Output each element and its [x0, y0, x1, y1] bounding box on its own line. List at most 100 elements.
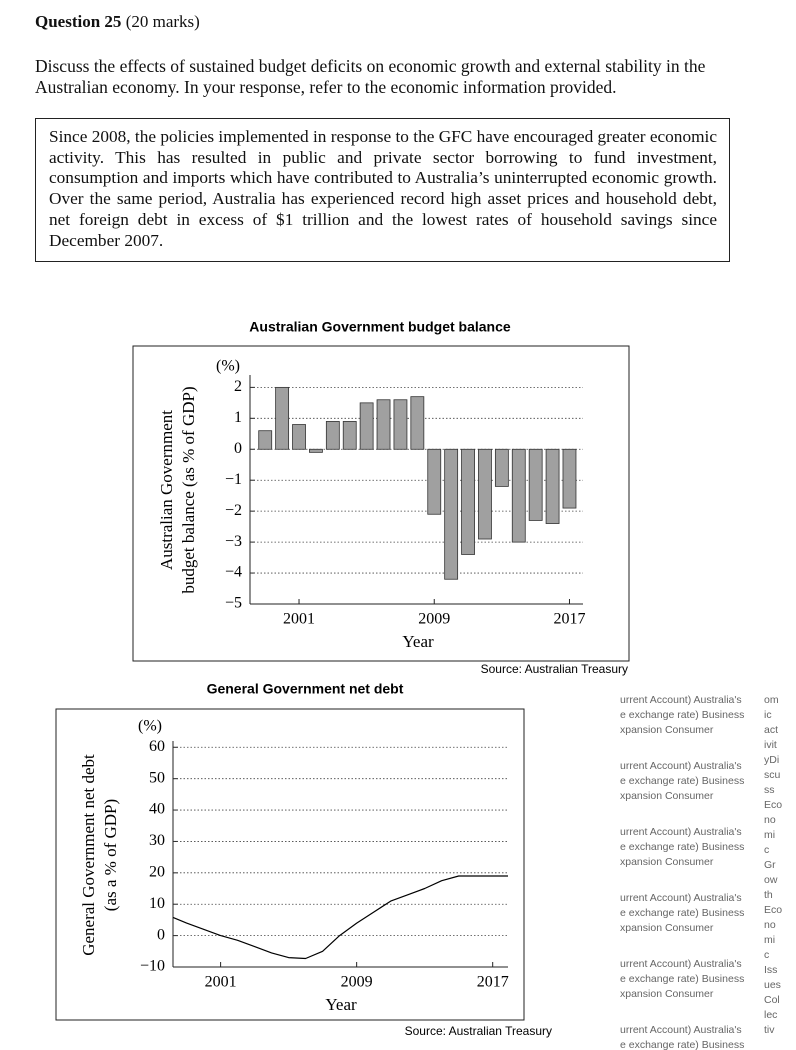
sidebar-column-text: mi [764, 934, 775, 946]
sidebar-column-text: ow [764, 874, 778, 886]
sidebar-column-text: tiv [764, 1024, 775, 1036]
y-tick-label: 10 [149, 895, 165, 912]
sidebar-text: e exchange rate) Business [620, 709, 744, 721]
x-tick-label: 2017 [553, 611, 585, 628]
y-tick-label: −3 [225, 533, 242, 550]
sidebar-text: e exchange rate) Business [620, 841, 744, 853]
bar [545, 448, 560, 524]
sidebar-column-text: Eco [764, 799, 782, 811]
bar [427, 448, 442, 515]
y-tick-label: 0 [157, 926, 165, 943]
y-tick-label: −2 [225, 502, 242, 519]
y-axis-title: Australian Government [157, 410, 176, 570]
sidebar-text: xpansion Consumer [620, 856, 714, 868]
sidebar-column-text: scu [764, 769, 781, 781]
chart-frame [132, 345, 630, 662]
sidebar-column-text: th [764, 889, 773, 901]
chart-title: Australian Government budget balance [249, 319, 511, 335]
sidebar-text: xpansion Consumer [620, 790, 714, 802]
sidebar-text: urrent Account) Australia's [620, 1024, 742, 1036]
x-tick-label: 2017 [477, 974, 509, 991]
sidebar-text: urrent Account) Australia's [620, 958, 742, 970]
sidebar-column-text: ss [764, 784, 775, 796]
y-tick-label: −10 [140, 958, 165, 975]
sidebar-text: urrent Account) Australia's [620, 760, 742, 772]
sidebar-text: e exchange rate) Business [620, 907, 744, 919]
y-tick-label: 1 [234, 409, 242, 426]
sidebar-column-text: ic [764, 709, 772, 721]
y-tick-label: 30 [149, 832, 165, 849]
sidebar-column-text: ues [764, 979, 781, 991]
y-tick-label: 60 [149, 738, 165, 755]
x-tick-label: 2001 [205, 974, 237, 991]
sidebar-column-text: Iss [764, 964, 777, 976]
source: Source: Australian Treasury [405, 1024, 552, 1038]
bar [511, 448, 526, 543]
sidebar-text: e exchange rate) Business [620, 775, 744, 787]
y-tick-label: −5 [225, 595, 242, 612]
x-tick-label: 2001 [283, 611, 315, 628]
bar [494, 448, 509, 487]
sidebar-text: xpansion Consumer [620, 988, 714, 1000]
bar [410, 396, 425, 450]
sidebar-text: urrent Account) Australia's [620, 892, 742, 904]
sidebar-text: urrent Account) Australia's [620, 826, 742, 838]
sidebar-column-text: Col [764, 994, 780, 1006]
bar [309, 448, 323, 453]
y-tick-label: 0 [234, 440, 242, 457]
bar [461, 448, 475, 555]
sidebar-column-text: c [764, 844, 769, 856]
y-unit: (%) [138, 718, 162, 735]
question-marks: (20 marks) [125, 12, 200, 31]
bar [528, 448, 543, 521]
sidebar-text: xpansion Consumer [620, 724, 714, 736]
y-tick-label: 40 [149, 801, 165, 818]
y-tick-label: −1 [225, 471, 242, 488]
y-tick-label: −4 [225, 564, 242, 581]
y-axis-title: budget balance (as % of GDP) [179, 386, 198, 593]
bar [478, 448, 492, 540]
bar [376, 399, 391, 450]
sidebar-text: e exchange rate) Business [620, 973, 744, 985]
y-tick-label: 2 [234, 378, 242, 395]
bar [562, 448, 577, 509]
y-axis-title: General Government net debt [79, 754, 98, 956]
y-tick-label: 20 [149, 864, 165, 881]
sidebar-column-text: c [764, 949, 769, 961]
sidebar-column-text: act [764, 724, 778, 736]
x-axis-title: Year [325, 995, 357, 1014]
bar [393, 399, 408, 450]
sidebar-text: urrent Account) Australia's [620, 694, 742, 706]
source: Source: Australian Treasury [481, 662, 628, 676]
bar [275, 386, 290, 450]
sidebar-text: xpansion Consumer [620, 922, 714, 934]
sidebar-column-text: no [764, 814, 776, 826]
sidebar-text: e exchange rate) Business [620, 1039, 744, 1050]
sidebar-column-text: ivit [764, 739, 777, 751]
stimulus-box: Since 2008, the policies implemented in … [35, 118, 730, 263]
sidebar-column-text: lec [764, 1009, 777, 1021]
y-tick-label: 50 [149, 769, 165, 786]
bar [258, 430, 273, 450]
bar [325, 421, 340, 450]
bar [359, 402, 374, 450]
y-axis-title: (as a % of GDP) [101, 799, 120, 911]
chart-title: General Government net debt [207, 681, 404, 697]
bar [342, 421, 357, 450]
line [172, 875, 508, 960]
question-header: Question 25 (20 marks) [35, 12, 200, 32]
sidebar-column-text: no [764, 919, 776, 931]
sidebar-column-text: Gr [764, 859, 776, 871]
bar [444, 448, 459, 580]
question-number: Question 25 [35, 12, 122, 31]
sidebar-column-text: mi [764, 829, 775, 841]
chart-frame [55, 708, 525, 1021]
sidebar-column-text: Eco [764, 904, 782, 916]
x-axis-title: Year [402, 632, 434, 651]
bar [292, 424, 306, 450]
sidebar-column-text: yDi [764, 754, 779, 766]
sidebar-column-text: om [764, 694, 779, 706]
x-tick-label: 2009 [341, 974, 373, 991]
